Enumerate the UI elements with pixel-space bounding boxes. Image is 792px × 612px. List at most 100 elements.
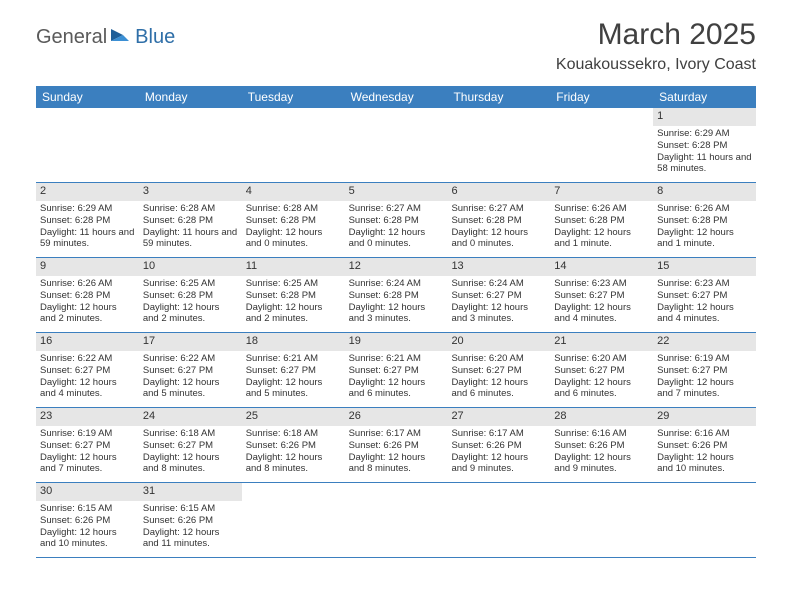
sunrise-text: Sunrise: 6:26 AM [657,203,752,215]
calendar-cell: 9Sunrise: 6:26 AMSunset: 6:28 PMDaylight… [36,258,139,332]
weekday-header: Saturday [653,86,756,108]
day-details: Sunrise: 6:22 AMSunset: 6:27 PMDaylight:… [139,351,242,405]
day-number: 6 [447,183,550,201]
sunset-text: Sunset: 6:28 PM [143,290,238,302]
daylight-text: Daylight: 12 hours and 10 minutes. [40,527,135,551]
day-number: 9 [36,258,139,276]
day-number: 13 [447,258,550,276]
day-number: 7 [550,183,653,201]
calendar-cell: 4Sunrise: 6:28 AMSunset: 6:28 PMDaylight… [242,183,345,257]
day-details: Sunrise: 6:16 AMSunset: 6:26 PMDaylight:… [550,426,653,480]
sunset-text: Sunset: 6:28 PM [657,215,752,227]
day-number: 1 [653,108,756,126]
sunrise-text: Sunrise: 6:27 AM [349,203,444,215]
day-details: Sunrise: 6:26 AMSunset: 6:28 PMDaylight:… [36,276,139,330]
sunrise-text: Sunrise: 6:29 AM [657,128,752,140]
daylight-text: Daylight: 12 hours and 3 minutes. [451,302,546,326]
day-details: Sunrise: 6:28 AMSunset: 6:28 PMDaylight:… [242,201,345,255]
weekday-header: Friday [550,86,653,108]
calendar-cell [653,483,756,557]
calendar-week-row: 16Sunrise: 6:22 AMSunset: 6:27 PMDayligh… [36,333,756,408]
daylight-text: Daylight: 12 hours and 0 minutes. [349,227,444,251]
day-number: 15 [653,258,756,276]
sunset-text: Sunset: 6:26 PM [451,440,546,452]
daylight-text: Daylight: 12 hours and 0 minutes. [451,227,546,251]
page-header: General Blue March 2025 Kouakoussekro, I… [0,0,792,80]
day-number: 11 [242,258,345,276]
weekday-header: Monday [139,86,242,108]
calendar-cell: 29Sunrise: 6:16 AMSunset: 6:26 PMDayligh… [653,408,756,482]
calendar-cell [242,483,345,557]
day-details: Sunrise: 6:26 AMSunset: 6:28 PMDaylight:… [550,201,653,255]
day-details: Sunrise: 6:29 AMSunset: 6:28 PMDaylight:… [653,126,756,180]
day-details: Sunrise: 6:26 AMSunset: 6:28 PMDaylight:… [653,201,756,255]
calendar-cell: 12Sunrise: 6:24 AMSunset: 6:28 PMDayligh… [345,258,448,332]
sunrise-text: Sunrise: 6:28 AM [143,203,238,215]
sunrise-text: Sunrise: 6:26 AM [40,278,135,290]
sunrise-text: Sunrise: 6:18 AM [246,428,341,440]
flag-icon [110,26,132,49]
daylight-text: Daylight: 11 hours and 59 minutes. [143,227,238,251]
sunset-text: Sunset: 6:26 PM [349,440,444,452]
daylight-text: Daylight: 11 hours and 59 minutes. [40,227,135,251]
month-title: March 2025 [556,18,756,52]
calendar-cell: 31Sunrise: 6:15 AMSunset: 6:26 PMDayligh… [139,483,242,557]
calendar-cell: 1Sunrise: 6:29 AMSunset: 6:28 PMDaylight… [653,108,756,182]
calendar-cell [447,483,550,557]
sunset-text: Sunset: 6:27 PM [451,365,546,377]
day-details: Sunrise: 6:15 AMSunset: 6:26 PMDaylight:… [139,501,242,555]
sunrise-text: Sunrise: 6:16 AM [554,428,649,440]
day-details: Sunrise: 6:23 AMSunset: 6:27 PMDaylight:… [653,276,756,330]
daylight-text: Daylight: 12 hours and 4 minutes. [40,377,135,401]
calendar-grid: Sunday Monday Tuesday Wednesday Thursday… [36,86,756,558]
calendar-cell: 2Sunrise: 6:29 AMSunset: 6:28 PMDaylight… [36,183,139,257]
daylight-text: Daylight: 12 hours and 7 minutes. [657,377,752,401]
calendar-cell: 19Sunrise: 6:21 AMSunset: 6:27 PMDayligh… [345,333,448,407]
day-details: Sunrise: 6:23 AMSunset: 6:27 PMDaylight:… [550,276,653,330]
sunset-text: Sunset: 6:28 PM [657,140,752,152]
logo: General Blue [36,26,175,49]
day-number: 14 [550,258,653,276]
calendar-cell [447,108,550,182]
sunset-text: Sunset: 6:27 PM [143,440,238,452]
calendar-week-row: 23Sunrise: 6:19 AMSunset: 6:27 PMDayligh… [36,408,756,483]
calendar-cell: 14Sunrise: 6:23 AMSunset: 6:27 PMDayligh… [550,258,653,332]
day-details: Sunrise: 6:19 AMSunset: 6:27 PMDaylight:… [653,351,756,405]
daylight-text: Daylight: 12 hours and 4 minutes. [657,302,752,326]
calendar-cell: 18Sunrise: 6:21 AMSunset: 6:27 PMDayligh… [242,333,345,407]
sunset-text: Sunset: 6:26 PM [554,440,649,452]
day-number: 8 [653,183,756,201]
day-details: Sunrise: 6:28 AMSunset: 6:28 PMDaylight:… [139,201,242,255]
day-number: 19 [345,333,448,351]
calendar-cell [550,483,653,557]
sunrise-text: Sunrise: 6:20 AM [554,353,649,365]
weekday-header-row: Sunday Monday Tuesday Wednesday Thursday… [36,86,756,108]
calendar-week-row: 1Sunrise: 6:29 AMSunset: 6:28 PMDaylight… [36,108,756,183]
day-details: Sunrise: 6:21 AMSunset: 6:27 PMDaylight:… [242,351,345,405]
calendar-cell: 25Sunrise: 6:18 AMSunset: 6:26 PMDayligh… [242,408,345,482]
daylight-text: Daylight: 12 hours and 6 minutes. [554,377,649,401]
daylight-text: Daylight: 12 hours and 6 minutes. [349,377,444,401]
calendar-cell: 24Sunrise: 6:18 AMSunset: 6:27 PMDayligh… [139,408,242,482]
calendar-cell [36,108,139,182]
calendar-cell: 27Sunrise: 6:17 AMSunset: 6:26 PMDayligh… [447,408,550,482]
sunset-text: Sunset: 6:27 PM [657,365,752,377]
daylight-text: Daylight: 12 hours and 10 minutes. [657,452,752,476]
location-subtitle: Kouakoussekro, Ivory Coast [556,56,756,74]
calendar-week-row: 9Sunrise: 6:26 AMSunset: 6:28 PMDaylight… [36,258,756,333]
daylight-text: Daylight: 12 hours and 2 minutes. [246,302,341,326]
sunset-text: Sunset: 6:28 PM [40,290,135,302]
calendar-cell: 13Sunrise: 6:24 AMSunset: 6:27 PMDayligh… [447,258,550,332]
day-details: Sunrise: 6:22 AMSunset: 6:27 PMDaylight:… [36,351,139,405]
day-details: Sunrise: 6:15 AMSunset: 6:26 PMDaylight:… [36,501,139,555]
calendar-cell: 6Sunrise: 6:27 AMSunset: 6:28 PMDaylight… [447,183,550,257]
day-number: 23 [36,408,139,426]
calendar-cell: 8Sunrise: 6:26 AMSunset: 6:28 PMDaylight… [653,183,756,257]
sunset-text: Sunset: 6:27 PM [40,440,135,452]
day-details: Sunrise: 6:25 AMSunset: 6:28 PMDaylight:… [242,276,345,330]
sunset-text: Sunset: 6:27 PM [451,290,546,302]
title-block: March 2025 Kouakoussekro, Ivory Coast [556,18,756,74]
sunset-text: Sunset: 6:27 PM [657,290,752,302]
day-number: 29 [653,408,756,426]
calendar-cell [550,108,653,182]
